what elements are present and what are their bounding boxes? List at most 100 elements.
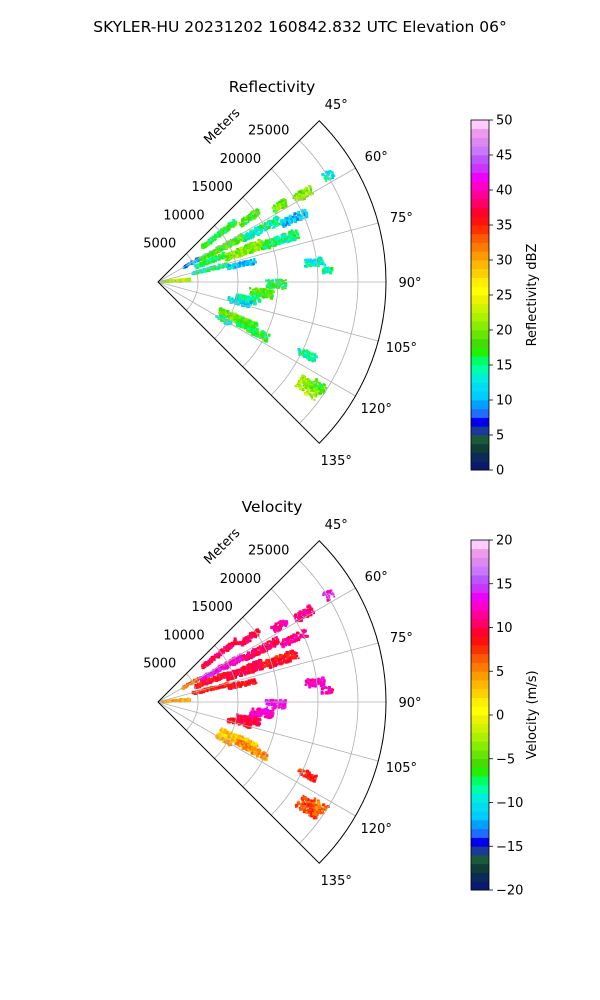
- colorbar-segment: [471, 408, 489, 418]
- echo-cell: [244, 658, 246, 661]
- echo-cell: [327, 686, 331, 689]
- echo-cell: [278, 626, 281, 630]
- echo-cell: [305, 263, 309, 266]
- echo-cell: [239, 672, 242, 675]
- echo-cell: [258, 288, 262, 292]
- echo-cell: [283, 199, 286, 202]
- echo-cell: [224, 314, 227, 317]
- echo-cell: [257, 225, 260, 229]
- echo-cell: [296, 193, 299, 196]
- echo-cell: [286, 659, 289, 662]
- echo-cell: [252, 294, 254, 297]
- echo-cell: [249, 683, 251, 686]
- echo-cell: [211, 257, 214, 259]
- echo-cell: [305, 634, 309, 638]
- echo-cell: [317, 391, 321, 395]
- echo-cell: [238, 658, 241, 661]
- echo-cell: [229, 675, 233, 678]
- colorbar-segment: [471, 242, 489, 252]
- echo-cell: [262, 227, 265, 230]
- echo-cell: [194, 680, 197, 682]
- echo-cell: [293, 212, 297, 216]
- echo-cell: [258, 239, 261, 242]
- echo-cell: [271, 242, 275, 245]
- echo-cell: [275, 281, 279, 285]
- echo-cell: [206, 674, 210, 678]
- echo-cell: [318, 257, 321, 261]
- echo-cell: [225, 246, 228, 250]
- echo-cell: [248, 216, 251, 220]
- echo-cell: [227, 316, 229, 319]
- echo-cell: [302, 350, 305, 353]
- echo-cell: [277, 621, 280, 625]
- echo-cell: [281, 203, 284, 206]
- echo-cell: [290, 239, 293, 242]
- r-axis-label: Meters: [201, 105, 243, 147]
- echo-cell: [307, 683, 310, 686]
- echo-cell: [234, 239, 237, 242]
- echo-cell: [255, 247, 259, 251]
- echo-cell: [225, 253, 228, 256]
- echo-cell: [241, 657, 245, 661]
- echo-cell: [249, 323, 252, 326]
- echo-cell: [282, 621, 285, 624]
- echo-cell: [304, 261, 308, 264]
- echo-cell: [304, 353, 306, 356]
- echo-cell: [244, 252, 247, 255]
- echo-cell: [299, 380, 303, 384]
- echo-cell: [200, 679, 203, 683]
- echo-cell: [226, 648, 230, 652]
- echo-cell: [234, 299, 236, 301]
- echo-cell: [276, 643, 279, 645]
- echo-cell: [254, 228, 257, 231]
- echo-cell: [295, 216, 298, 218]
- echo-cell: [305, 381, 308, 385]
- echo-cell: [297, 194, 301, 198]
- echo-cell: [188, 263, 191, 266]
- echo-cell: [262, 338, 264, 340]
- echo-cell: [277, 203, 281, 207]
- echo-cell: [294, 613, 297, 616]
- echo-cell: [311, 359, 315, 363]
- echo-cell: [311, 259, 314, 262]
- echo-cell: [236, 661, 238, 663]
- echo-cell: [296, 382, 300, 385]
- echo-cell: [247, 665, 251, 668]
- echo-cell: [218, 234, 222, 238]
- echo-cell: [237, 251, 241, 255]
- echo-cell: [241, 239, 244, 242]
- echo-cell: [313, 383, 317, 387]
- echo-cell: [323, 383, 326, 387]
- echo-cell: [292, 633, 296, 637]
- echo-cell: [219, 676, 223, 679]
- echo-cell: [213, 670, 217, 673]
- echo-cell: [252, 633, 255, 636]
- echo-cell: [313, 679, 317, 683]
- echo-cell: [240, 219, 244, 222]
- echo-cell: [236, 668, 239, 672]
- echo-cell: [255, 229, 258, 232]
- echo-cell: [299, 633, 302, 637]
- echo-cell: [326, 599, 330, 602]
- echo-cell: [258, 242, 262, 245]
- echo-cell: [318, 682, 321, 684]
- echo-cell: [294, 634, 297, 637]
- echo-cell: [217, 655, 220, 659]
- echo-cell: [227, 314, 230, 317]
- echo-cell: [213, 676, 216, 679]
- colorbar-tick-label: 30: [496, 254, 513, 269]
- colorbar-segment: [471, 128, 489, 138]
- echo-cell: [218, 651, 221, 654]
- echo-cell: [276, 637, 278, 640]
- echo-cell: [302, 189, 306, 193]
- echo-cell: [311, 681, 314, 684]
- echo-cell: [236, 321, 240, 325]
- echo-cell: [309, 384, 312, 388]
- echo-cell: [321, 259, 324, 263]
- echo-cell: [187, 262, 190, 265]
- echo-cell: [303, 198, 306, 200]
- echo-cell: [235, 298, 239, 302]
- colorbar-segment: [471, 277, 489, 287]
- echo-cell: [254, 241, 256, 244]
- echo-cell: [319, 389, 322, 392]
